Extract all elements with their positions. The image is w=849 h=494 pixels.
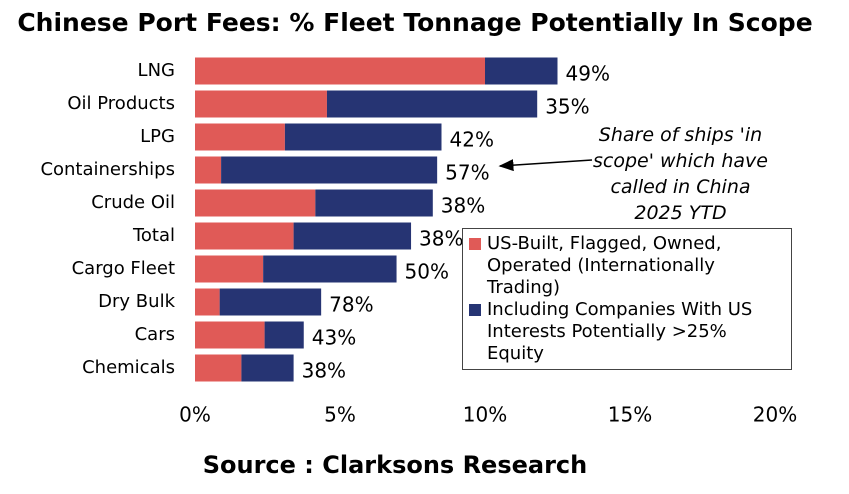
legend-label: US-Built, Flagged, Owned, Operated (Inte… xyxy=(487,233,722,298)
y-tick-label: Containerships xyxy=(40,159,175,180)
annotation: Share of ships 'in scope' which have cal… xyxy=(593,124,768,224)
bar-segment xyxy=(284,123,442,151)
annotation-arrow xyxy=(498,159,593,172)
bar-label: 49% xyxy=(566,62,610,86)
bar-segment xyxy=(195,123,285,151)
source: Source : Clarksons Research xyxy=(203,451,588,479)
bar-label: 42% xyxy=(450,128,494,152)
bar-label: 78% xyxy=(329,293,373,317)
bar-label: 50% xyxy=(405,260,449,284)
bar-segment xyxy=(195,57,485,85)
x-tick-label: 0% xyxy=(179,403,211,427)
bar-segment xyxy=(241,354,294,382)
bar-segment xyxy=(485,57,558,85)
bar-label: 38% xyxy=(302,359,346,383)
bar-segment xyxy=(293,222,412,250)
bar-segment xyxy=(195,321,265,349)
bar-segment xyxy=(195,255,264,283)
bar-segment xyxy=(195,354,242,382)
bar-label: 38% xyxy=(419,227,463,251)
y-tick-label: Dry Bulk xyxy=(98,291,175,312)
y-tick-label: Oil Products xyxy=(67,93,175,114)
legend-label: Including Companies With US Interests Po… xyxy=(487,299,753,364)
x-tick-label: 20% xyxy=(753,403,797,427)
bar-segment xyxy=(221,156,438,184)
x-tick-label: 10% xyxy=(463,403,507,427)
bar-label: 35% xyxy=(545,95,589,119)
bar-segment xyxy=(195,288,220,316)
legend-item: Including Companies With US Interests Po… xyxy=(469,299,785,365)
bar-label: 57% xyxy=(445,161,489,185)
bar-segment xyxy=(195,222,294,250)
y-tick-label: LPG xyxy=(140,126,175,147)
legend-item: US-Built, Flagged, Owned, Operated (Inte… xyxy=(469,233,785,299)
chart-title: Chinese Port Fees: % Fleet Tonnage Poten… xyxy=(17,8,812,37)
y-tick-label: Cargo Fleet xyxy=(72,258,175,279)
bar-segment xyxy=(195,156,222,184)
bar-label: 43% xyxy=(312,326,356,350)
y-tick-label: Total xyxy=(132,225,175,246)
legend-swatch xyxy=(469,304,481,316)
bar-segment xyxy=(219,288,322,316)
y-tick-label: LNG xyxy=(138,60,175,81)
bar-segment xyxy=(326,90,538,118)
bar-segment xyxy=(263,255,397,283)
bar-segment xyxy=(195,189,316,217)
bar-segment xyxy=(264,321,304,349)
y-tick-label: Chemicals xyxy=(82,357,175,378)
bar-segment xyxy=(315,189,433,217)
x-tick-label: 15% xyxy=(608,403,652,427)
legend-swatch xyxy=(469,238,481,250)
bar-label: 38% xyxy=(441,194,485,218)
y-tick-label: Crude Oil xyxy=(91,192,175,213)
y-tick-label: Cars xyxy=(135,324,175,345)
x-tick-label: 5% xyxy=(324,403,356,427)
legend: US-Built, Flagged, Owned, Operated (Inte… xyxy=(462,228,792,370)
bar-segment xyxy=(195,90,327,118)
